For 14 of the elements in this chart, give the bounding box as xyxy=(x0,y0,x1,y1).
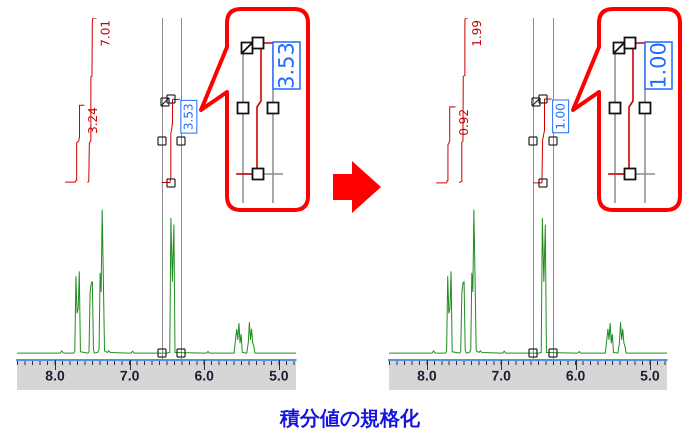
x-tick-label: 7.0 xyxy=(492,367,512,384)
annotation: 7.01 xyxy=(98,20,112,47)
x-tick-label: 8.0 xyxy=(417,367,437,384)
annotation: 1.99 xyxy=(470,20,484,47)
text: 積分値の規格化 xyxy=(278,405,421,431)
x-tick-label: 5.0 xyxy=(640,367,660,384)
annotation: 1.00 xyxy=(553,103,568,130)
x-tick-label: 5.0 xyxy=(269,367,289,384)
annotation: 3.53 xyxy=(181,103,196,130)
annotation: 3.24 xyxy=(86,107,100,134)
x-tick-label: 7.0 xyxy=(120,367,140,384)
x-tick-label: 6.0 xyxy=(566,367,586,384)
x-tick-label: 8.0 xyxy=(45,367,65,384)
x-tick-label: 6.0 xyxy=(194,367,214,384)
